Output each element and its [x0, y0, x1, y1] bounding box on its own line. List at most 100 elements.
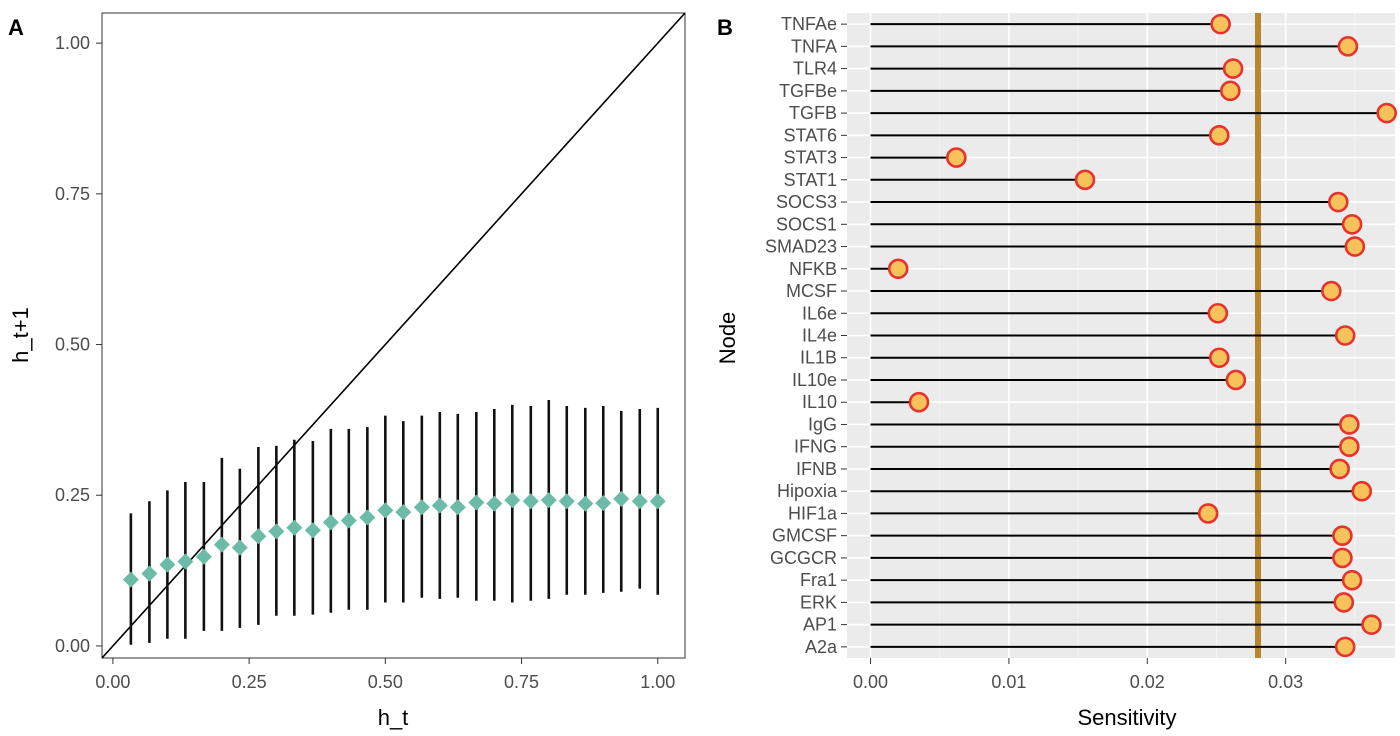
mean-point: [359, 509, 376, 526]
mean-point: [486, 495, 503, 512]
node-label: GCGCR: [770, 548, 837, 568]
mean-point: [231, 539, 248, 556]
y-tick-label: 0.50: [55, 335, 90, 355]
lollipop-point: [1197, 503, 1219, 524]
mean-point: [468, 494, 485, 511]
mean-point: [286, 519, 303, 536]
mean-point: [613, 490, 630, 507]
lollipop-point: [1361, 614, 1382, 635]
mean-point: [340, 512, 357, 529]
lollipop-point: [1334, 325, 1356, 346]
mean-point: [195, 548, 212, 565]
lollipop-point: [1332, 525, 1353, 546]
panel-b-lollipops: [870, 13, 1397, 658]
mean-point: [304, 522, 321, 539]
x-tick-label: 0.02: [1130, 672, 1165, 692]
x-tick-label: 0.00: [853, 672, 888, 692]
node-label: A2a: [805, 637, 838, 657]
node-label: STAT3: [784, 148, 837, 168]
lollipop-point: [1334, 636, 1356, 658]
node-label: IL6e: [802, 303, 837, 323]
node-label: GMCSF: [772, 526, 837, 546]
lollipop-point: [1339, 414, 1360, 435]
node-label: NFKB: [789, 259, 837, 279]
mean-point: [159, 556, 176, 573]
panel-b-y-axis-title: Node: [715, 312, 740, 365]
node-label: TNFA: [791, 36, 837, 56]
panel-b-x-axis-title: Sensitivity: [1077, 705, 1176, 730]
x-tick-label: 0.25: [232, 672, 267, 692]
y-tick-label: 0.00: [55, 636, 90, 656]
mean-point: [504, 492, 521, 509]
x-tick-label: 0.50: [368, 672, 403, 692]
panel-b-label: B: [717, 15, 733, 40]
mean-point: [213, 536, 230, 553]
panel-b: 0.00 0.01 0.02 0.03TNFAeTNFATLR4TGFBeTGFBST…: [715, 13, 1397, 730]
mean-point: [413, 499, 430, 516]
mean-point: [558, 493, 575, 510]
node-label: MCSF: [786, 281, 837, 301]
node-label: IgG: [808, 414, 837, 434]
lollipop-point: [1327, 191, 1349, 213]
mean-point: [522, 493, 539, 510]
lollipop-point: [887, 258, 909, 280]
lollipop-point: [1321, 280, 1342, 302]
lollipop-point: [1332, 547, 1353, 569]
node-label: HIF1a: [788, 503, 838, 523]
mean-point: [577, 495, 594, 512]
node-label: TNFAe: [781, 14, 837, 34]
node-label: IL10: [802, 392, 837, 412]
lollipop-point: [1341, 213, 1363, 235]
panel-a: 0.00 0.25 0.50 0.75 1.00 0.00 0.25 0.50 0.75 1.00…: [8, 12, 686, 730]
lollipop-point: [1220, 80, 1241, 102]
node-label: Fra1: [800, 570, 837, 590]
x-tick-label: 0.75: [504, 672, 539, 692]
panel-a-y-axis-title: h_t+1: [8, 307, 33, 363]
node-label: AP1: [803, 615, 837, 635]
node-label: TGFBe: [779, 81, 837, 101]
y-tick-label: 0.25: [55, 485, 90, 505]
mean-point: [449, 499, 466, 516]
lollipop-point: [1337, 36, 1359, 57]
panel-a-label: A: [8, 15, 24, 40]
panel-b-ticks: 0.00 0.01 0.02 0.03TNFAeTNFATLR4TGFBeTGFBST…: [765, 14, 1303, 692]
lollipop-point: [1225, 369, 1247, 391]
mean-point: [540, 492, 557, 509]
node-label: SOCS1: [776, 214, 837, 234]
node-label: IL4e: [802, 326, 837, 346]
node-label: ERK: [800, 592, 837, 612]
mean-point: [322, 514, 339, 531]
lollipop-point: [1207, 302, 1229, 324]
node-label: Hipoxia: [777, 481, 838, 501]
y-tick-label: 1.00: [55, 33, 90, 53]
panel-a-ticks: 0.00 0.25 0.50 0.75 1.00 0.00 0.25 0.50 0.75 1.00: [55, 33, 675, 692]
panel-a-x-axis-title: h_t: [378, 705, 409, 730]
y-tick-label: 0.75: [55, 184, 90, 204]
node-label: STAT6: [784, 125, 837, 145]
mean-point: [141, 565, 158, 582]
node-label: TLR4: [793, 59, 837, 79]
x-tick-label: 1.00: [640, 672, 675, 692]
lollipop-point: [1208, 347, 1230, 369]
node-label: SMAD23: [765, 237, 837, 257]
x-tick-label: 0.00: [95, 672, 130, 692]
mean-point: [649, 493, 666, 510]
node-label: SOCS3: [776, 192, 837, 212]
lollipop-point: [1074, 169, 1096, 191]
mean-point: [250, 528, 267, 545]
panel-a-reference: [101, 12, 686, 659]
node-label: TGFB: [789, 103, 837, 123]
lollipop-point: [1329, 458, 1350, 480]
node-label: STAT1: [784, 170, 837, 190]
lollipop-point: [1341, 569, 1363, 591]
x-tick-label: 0.03: [1268, 672, 1303, 692]
lollipop-point: [1210, 13, 1231, 35]
lollipop-point: [1208, 125, 1230, 146]
node-label: IFNB: [796, 459, 837, 479]
mean-point: [595, 495, 612, 512]
lollipop-point: [908, 391, 930, 413]
mean-point: [177, 553, 194, 570]
node-label: IFNG: [794, 437, 837, 457]
lollipop-point: [1339, 436, 1360, 458]
